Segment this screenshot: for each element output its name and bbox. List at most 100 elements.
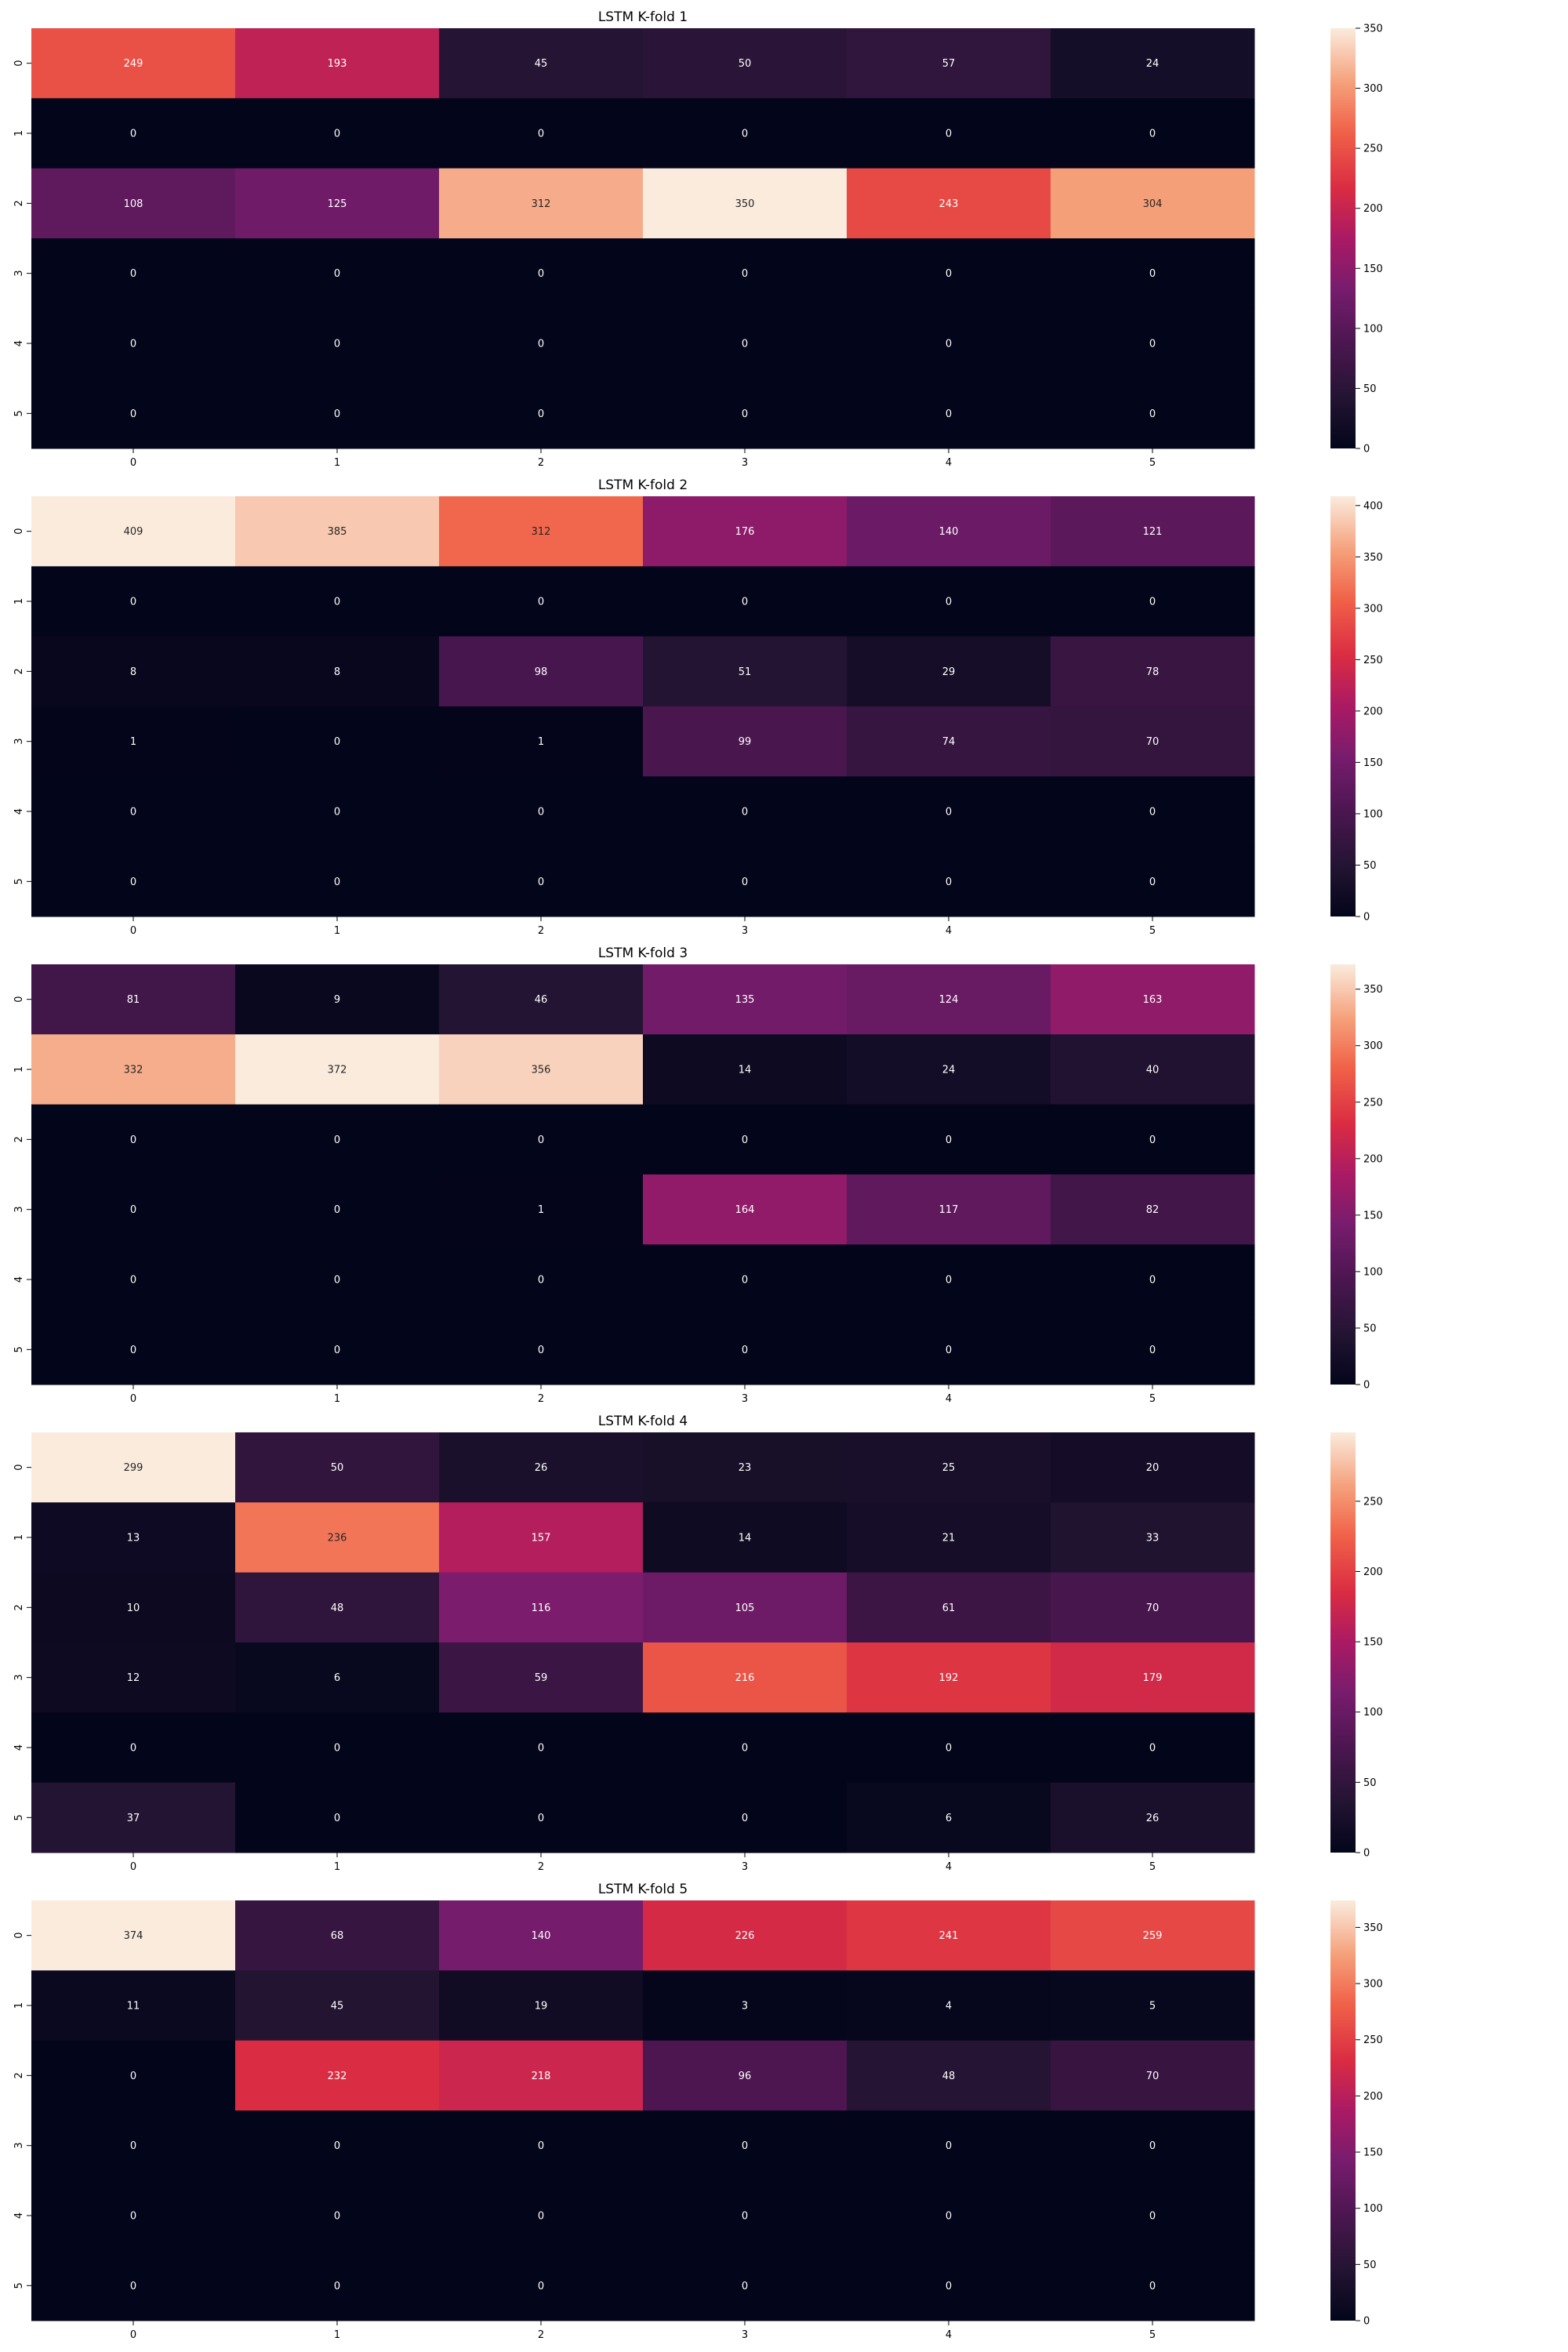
cell-value-label: 0 bbox=[130, 408, 136, 420]
cell-value-label: 57 bbox=[942, 58, 956, 70]
cell-value-label: 0 bbox=[130, 877, 136, 888]
heatmap-cell bbox=[31, 566, 236, 637]
heatmap-cell bbox=[1051, 1174, 1255, 1245]
heatmap-cell bbox=[1051, 1432, 1255, 1503]
heatmap-cell bbox=[643, 378, 848, 449]
cell-value-label: 0 bbox=[130, 268, 136, 280]
cell-value-label: 6 bbox=[946, 1813, 952, 1824]
heatmap-cell bbox=[235, 1432, 440, 1503]
heatmap-cell bbox=[1051, 964, 1255, 1035]
cell-value-label: 0 bbox=[1149, 1345, 1156, 1356]
cell-value-label: 218 bbox=[532, 2071, 551, 2082]
cell-value-label: 0 bbox=[742, 1345, 748, 1356]
heatmap-cell bbox=[1051, 1314, 1255, 1385]
chart-title: LSTM K-fold 5 bbox=[598, 1882, 688, 1897]
cell-value-label: 0 bbox=[742, 877, 748, 888]
x-tick-label: 2 bbox=[538, 2329, 544, 2341]
heatmap-cell bbox=[1051, 1712, 1255, 1784]
heatmap-cell bbox=[847, 308, 1051, 379]
heatmap-cell bbox=[1051, 1782, 1255, 1853]
heatmap-cell bbox=[1051, 308, 1255, 379]
cell-value-label: 0 bbox=[334, 129, 340, 140]
heatmap-cell bbox=[847, 2250, 1051, 2321]
cell-value-label: 0 bbox=[334, 1813, 340, 1824]
cell-value-label: 98 bbox=[535, 666, 548, 678]
cell-value-label: 0 bbox=[742, 408, 748, 420]
cell-value-label: 3 bbox=[742, 2001, 748, 2013]
y-tick-label: 3 bbox=[13, 1675, 25, 1681]
y-tick-label: 3 bbox=[13, 270, 25, 277]
cell-value-label: 0 bbox=[334, 2140, 340, 2152]
colorbar-tick-label: 100 bbox=[1363, 2203, 1383, 2215]
heatmap-cell bbox=[643, 2180, 848, 2252]
heatmap-cell bbox=[1051, 2250, 1255, 2321]
heatmap-cell bbox=[439, 496, 644, 567]
heatmap-cell bbox=[235, 496, 440, 567]
heatmap-cell bbox=[643, 1502, 848, 1573]
cell-value-label: 81 bbox=[127, 994, 140, 1006]
heatmap-cell bbox=[847, 28, 1051, 99]
y-tick-label: 5 bbox=[13, 1346, 25, 1352]
heatmap-cell bbox=[1051, 776, 1255, 848]
y-tick-label: 2 bbox=[13, 668, 25, 674]
y-tick-label: 4 bbox=[13, 2212, 25, 2219]
cell-value-label: 0 bbox=[130, 807, 136, 818]
heatmap-cell bbox=[31, 846, 236, 917]
heatmap-cell bbox=[847, 1712, 1051, 1784]
cell-value-label: 78 bbox=[1146, 666, 1160, 678]
heatmap-cell bbox=[235, 1244, 440, 1316]
x-tick-label: 4 bbox=[946, 1393, 952, 1405]
heatmap-cell bbox=[235, 1502, 440, 1573]
heatmap-cell bbox=[31, 1104, 236, 1175]
x-tick-label: 4 bbox=[946, 925, 952, 937]
cell-value-label: 37 bbox=[127, 1813, 140, 1824]
cell-value-label: 259 bbox=[1143, 1930, 1163, 1942]
heatmap-cell bbox=[847, 1034, 1051, 1105]
heatmap-cell bbox=[235, 2180, 440, 2252]
colorbar-tick-label: 50 bbox=[1363, 860, 1377, 872]
cell-value-label: 0 bbox=[538, 1743, 544, 1755]
heatmap-cell bbox=[643, 238, 848, 309]
heatmap-cell bbox=[1051, 706, 1255, 777]
cell-value-label: 176 bbox=[735, 526, 755, 538]
cell-value-label: 0 bbox=[742, 268, 748, 280]
cell-value-label: 0 bbox=[742, 1134, 748, 1146]
heatmap-cell bbox=[439, 2111, 644, 2181]
cell-value-label: 0 bbox=[946, 1275, 952, 1287]
cell-value-label: 216 bbox=[735, 1672, 755, 1684]
heatmap-cell bbox=[1051, 2040, 1255, 2111]
cell-value-label: 14 bbox=[739, 1533, 752, 1544]
heatmap-cell bbox=[235, 28, 440, 99]
heatmap-cell bbox=[439, 964, 644, 1035]
heatmap-cell bbox=[643, 1244, 848, 1316]
colorbar-tick-label: 0 bbox=[1363, 1848, 1370, 1860]
cell-value-label: 117 bbox=[939, 1204, 959, 1216]
cell-value-label: 243 bbox=[939, 198, 959, 210]
cell-value-label: 48 bbox=[942, 2071, 956, 2082]
heatmap-cell bbox=[847, 706, 1051, 777]
heatmap-cell bbox=[31, 1174, 236, 1245]
cell-value-label: 14 bbox=[739, 1065, 752, 1076]
cell-value-label: 0 bbox=[1149, 2140, 1156, 2152]
cell-value-label: 46 bbox=[535, 994, 548, 1006]
heatmap-cell bbox=[439, 168, 644, 239]
heatmap-cell bbox=[439, 2040, 644, 2111]
cell-value-label: 163 bbox=[1143, 994, 1163, 1006]
cell-value-label: 13 bbox=[127, 1533, 140, 1544]
heatmap-cell bbox=[439, 1642, 644, 1713]
heatmap-cell bbox=[1051, 28, 1255, 99]
heatmap-cell bbox=[439, 98, 644, 169]
x-tick-label: 2 bbox=[538, 457, 544, 469]
cell-value-label: 0 bbox=[538, 129, 544, 140]
heatmap-cell bbox=[1051, 1572, 1255, 1643]
cell-value-label: 0 bbox=[130, 1204, 136, 1216]
colorbar-tick-label: 100 bbox=[1363, 1707, 1383, 1719]
heatmap-cell bbox=[31, 636, 236, 707]
cell-value-label: 0 bbox=[130, 2211, 136, 2223]
heatmap-cell bbox=[235, 636, 440, 707]
heatmap-cell bbox=[643, 1314, 848, 1385]
cell-value-label: 0 bbox=[130, 1743, 136, 1755]
x-tick-label: 0 bbox=[130, 1393, 136, 1405]
heatmap-cell bbox=[439, 566, 644, 637]
